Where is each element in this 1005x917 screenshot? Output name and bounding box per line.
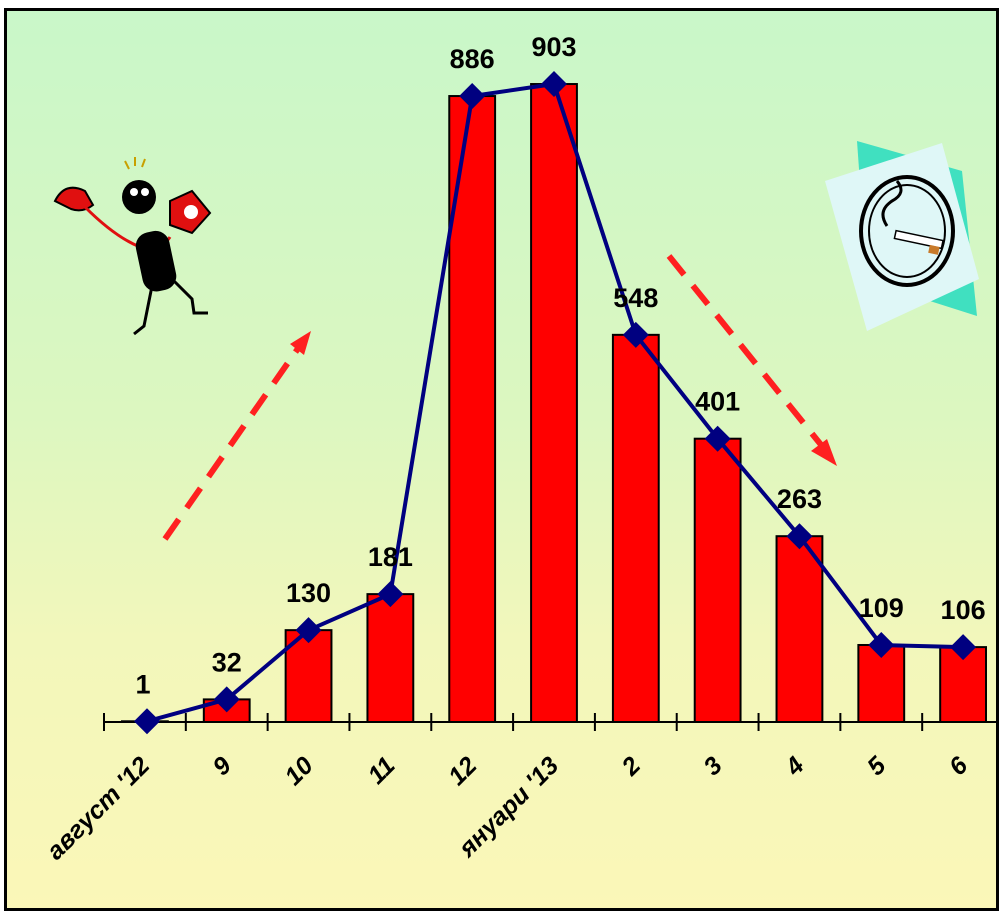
bar xyxy=(775,535,824,723)
x-tick-label: 5 xyxy=(862,751,892,781)
data-label: 130 xyxy=(286,578,331,608)
series-marker xyxy=(868,631,895,658)
x-tick-label: 6 xyxy=(944,751,974,781)
data-label: 886 xyxy=(450,44,495,74)
series-marker xyxy=(459,83,486,110)
dashed-arrow-up-icon xyxy=(162,331,311,541)
data-label: 548 xyxy=(613,283,658,313)
series-marker xyxy=(134,708,160,735)
chart-frame: 1 32 130 181 886 903 548 401 263 109 106 август '12… xyxy=(4,8,999,911)
series-marker xyxy=(377,581,404,608)
series-marker xyxy=(541,71,567,98)
series-marker xyxy=(295,617,322,644)
x-tick-label: 4 xyxy=(779,751,809,781)
data-label: 181 xyxy=(368,542,413,572)
x-tick-label: 3 xyxy=(698,751,728,781)
data-label: 106 xyxy=(941,595,986,625)
series-marker xyxy=(704,425,731,452)
data-label: 401 xyxy=(695,387,740,417)
x-tick-label: 11 xyxy=(362,751,400,789)
dashed-arrow-down-icon xyxy=(666,254,837,466)
data-label: 263 xyxy=(777,484,822,514)
x-tick-label: 9 xyxy=(207,751,237,781)
person-with-telephone-icon xyxy=(53,157,212,336)
series-marker xyxy=(950,634,977,661)
x-tick-label: 2 xyxy=(616,751,646,781)
series-marker xyxy=(213,686,240,713)
bar xyxy=(366,593,415,723)
x-tick-label: август '12 xyxy=(41,751,155,865)
series-marker xyxy=(622,321,649,348)
bar xyxy=(611,333,660,723)
data-label: 903 xyxy=(531,32,576,62)
data-label: 109 xyxy=(859,593,904,623)
cigarette-in-ashtray-icon xyxy=(825,141,979,331)
x-tick-label: 10 xyxy=(279,751,319,791)
bar xyxy=(693,437,742,723)
data-label: 32 xyxy=(212,647,242,677)
series-marker xyxy=(786,523,813,550)
x-tick-label: 12 xyxy=(443,751,483,791)
data-label: 1 xyxy=(135,669,150,699)
bar xyxy=(530,83,578,723)
